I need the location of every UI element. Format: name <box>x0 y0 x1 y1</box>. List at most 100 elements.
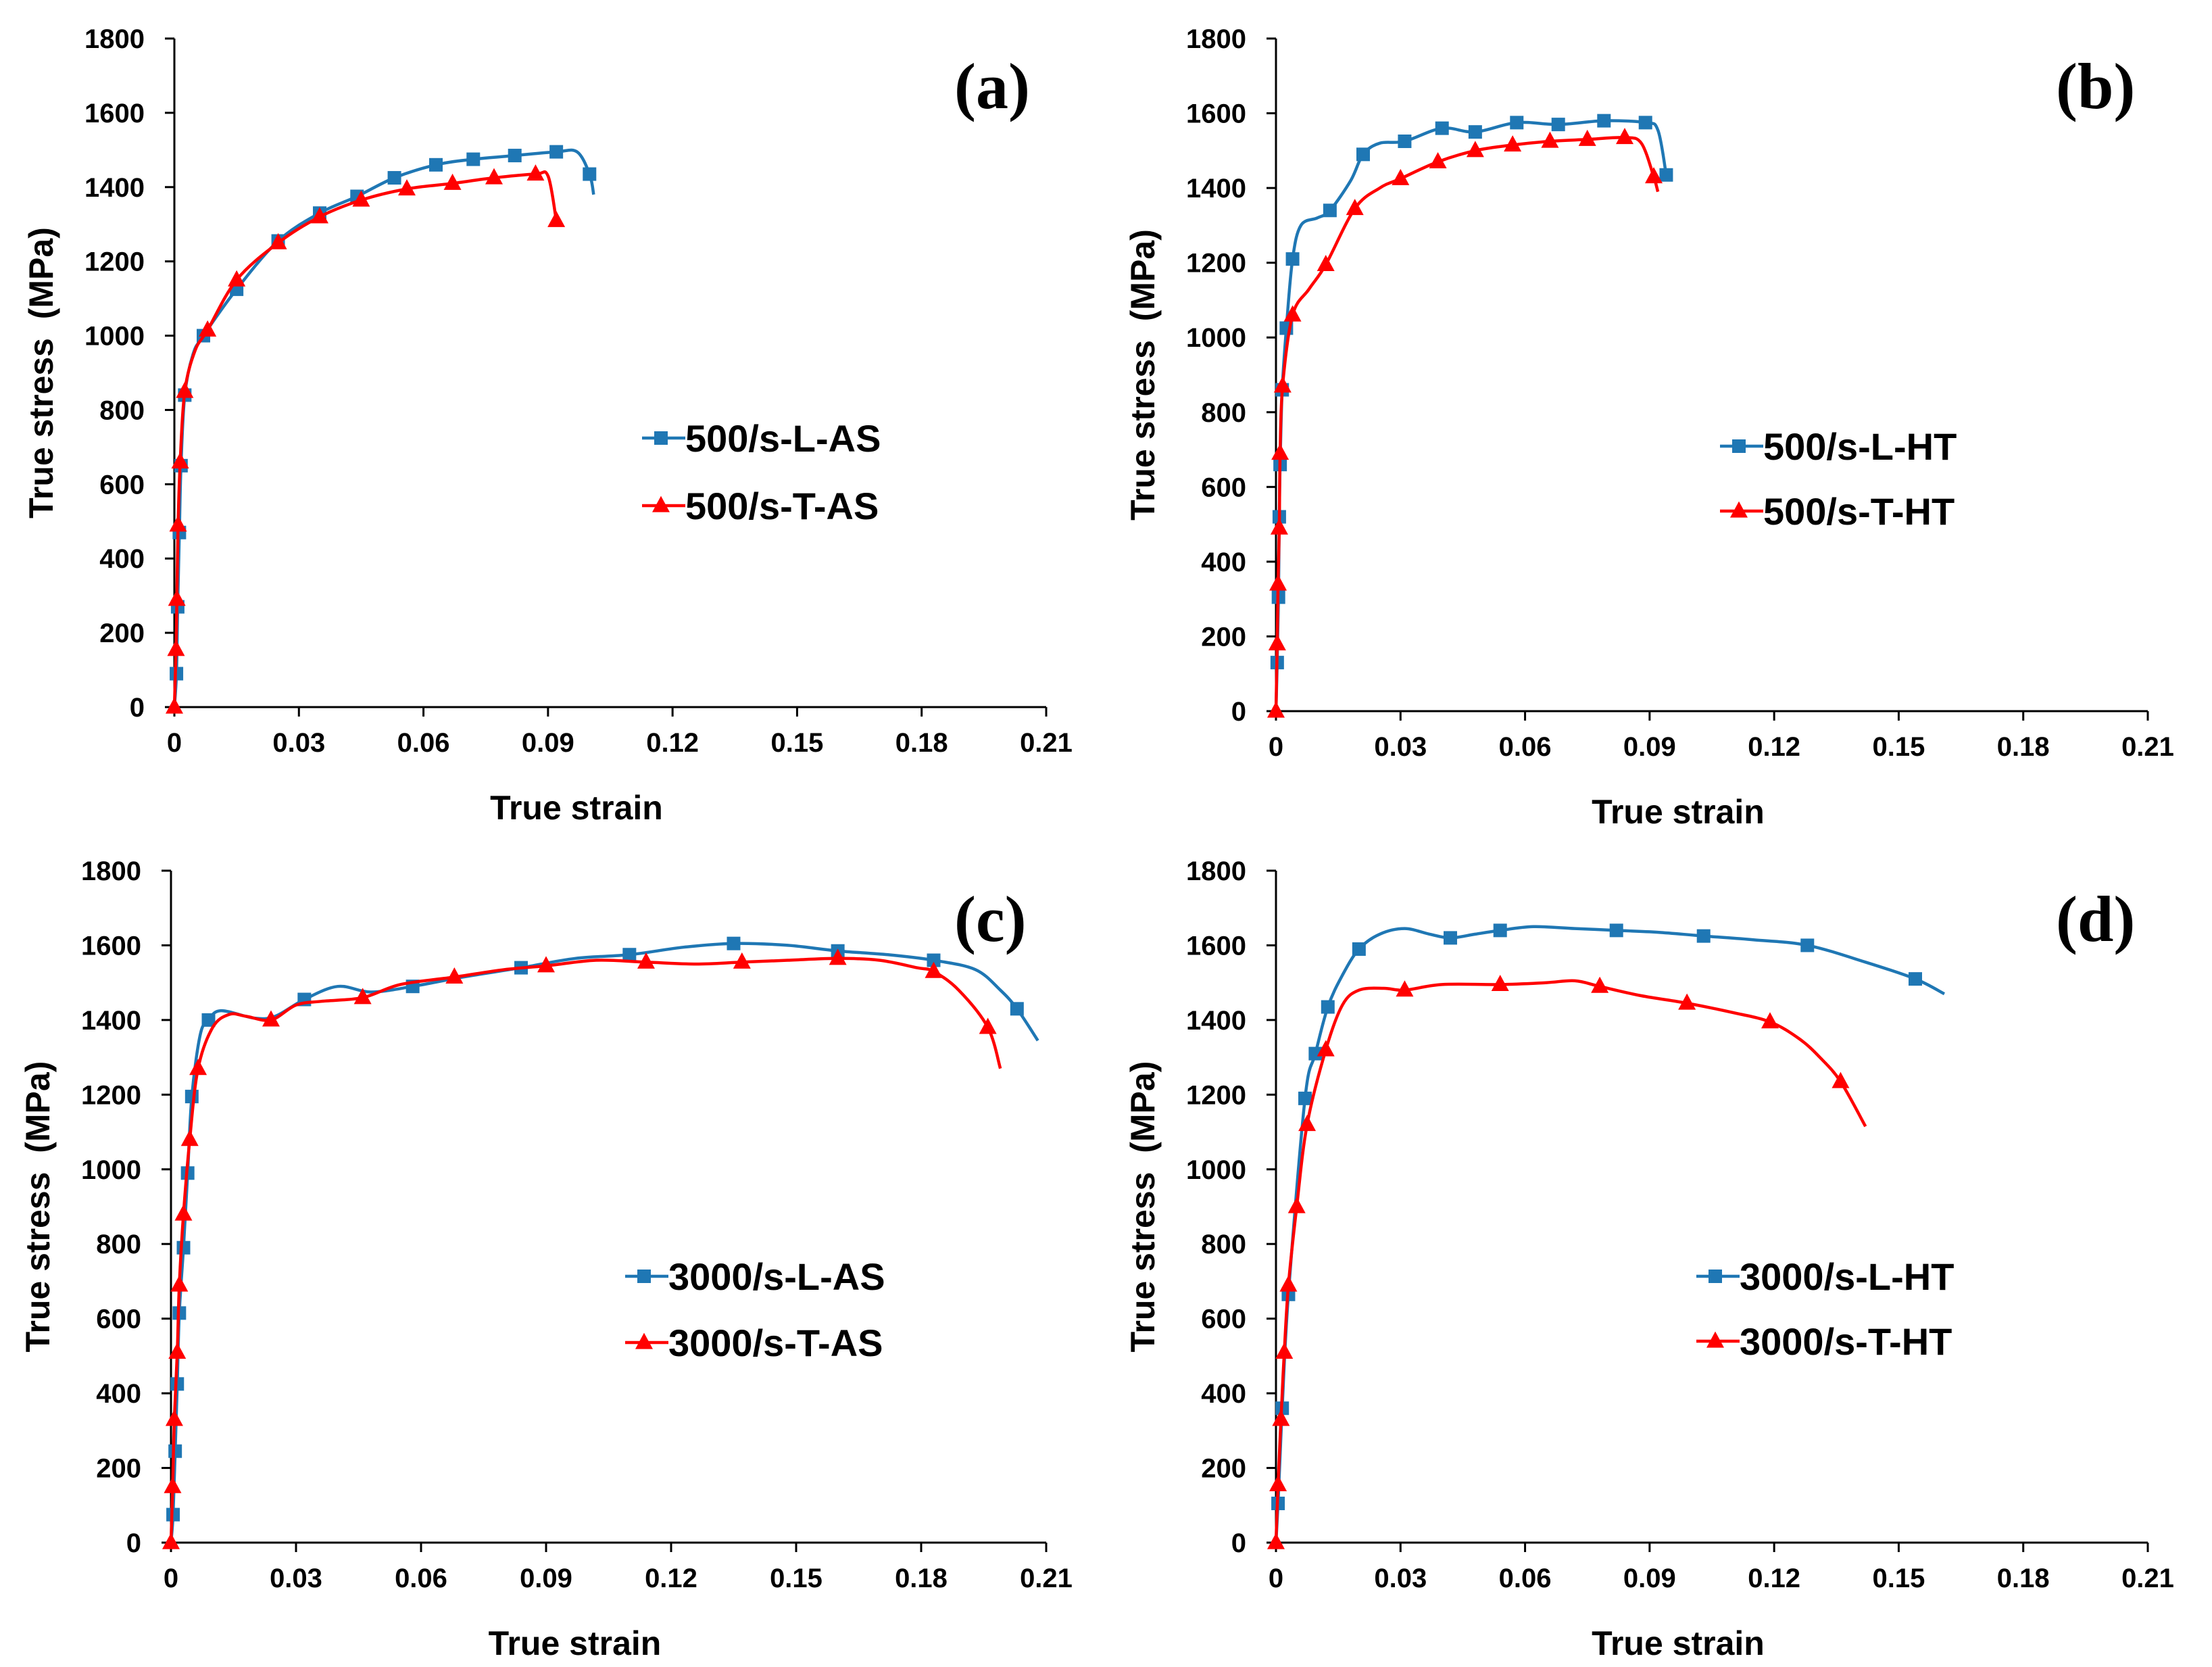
data-point <box>1466 141 1484 158</box>
data-point <box>1317 1040 1335 1057</box>
series-500/s-L-HT <box>1270 114 1673 712</box>
data-point <box>1269 574 1287 591</box>
y-tick-label: 1000 <box>1186 323 1246 353</box>
data-point <box>1551 118 1565 132</box>
y-tick-label: 200 <box>1201 1454 1246 1484</box>
data-point <box>262 1010 280 1027</box>
x-tick-label: 0.09 <box>1623 1564 1676 1593</box>
data-point <box>1268 634 1286 651</box>
series-3000/s-L-HT <box>1271 923 1946 1543</box>
series-500/s-T-HT <box>1267 128 1663 718</box>
y-tick-label: 1800 <box>1186 24 1246 54</box>
y-tick-label: 1200 <box>81 1080 141 1110</box>
legend: 3000/s-L-HT 3000/s-T-HT <box>1696 1255 1954 1363</box>
series-line <box>172 148 595 708</box>
data-point <box>228 270 246 287</box>
y-tick-label: 1400 <box>1186 174 1246 203</box>
y-tick-label: 400 <box>96 1379 141 1409</box>
x-axis-title: True strain <box>1592 793 1765 831</box>
data-point <box>1909 972 1922 986</box>
y-tick-label: 1400 <box>1186 1006 1246 1036</box>
data-point <box>1275 1342 1294 1359</box>
data-point <box>637 952 655 969</box>
y-tick-label: 1400 <box>84 173 145 203</box>
x-tick-label: 0.03 <box>1374 732 1427 762</box>
x-tick-label: 0.06 <box>1499 732 1552 762</box>
data-point <box>174 1204 193 1221</box>
panel-c: 0 200 400 600 800 1000 1200 1400 1600 1800 0 0.03 0.… <box>19 856 1073 1662</box>
data-point <box>583 167 597 181</box>
data-point <box>1597 114 1611 128</box>
y-tick-label: 600 <box>96 1305 141 1334</box>
y-tick-label: 600 <box>1201 1305 1246 1334</box>
y-tick-label: 1200 <box>1186 249 1246 279</box>
x-axis-title: True strain <box>1592 1624 1765 1662</box>
data-point <box>1356 147 1370 162</box>
data-point <box>168 1342 187 1359</box>
data-point <box>311 207 328 224</box>
y-tick-label: 1600 <box>1186 931 1246 961</box>
data-point <box>171 452 189 468</box>
x-tick-label: 0.18 <box>895 1564 948 1593</box>
x-tick-label: 0.06 <box>395 1564 447 1593</box>
y-tick-label: 400 <box>1201 1379 1246 1409</box>
legend-marker <box>1709 1270 1722 1283</box>
data-point <box>1392 168 1410 185</box>
data-point <box>1616 128 1633 145</box>
x-tick-label: 0.21 <box>2121 1564 2174 1593</box>
data-point <box>1761 1012 1779 1029</box>
data-point <box>466 152 481 166</box>
x-tick-label: 0.21 <box>2121 732 2174 762</box>
y-tick-label: 400 <box>1201 548 1246 577</box>
series-3000/s-L-AS <box>166 936 1039 1543</box>
series-3000/s-T-HT <box>1267 975 1867 1549</box>
series-line <box>1274 979 1867 1543</box>
data-point <box>185 1090 199 1104</box>
data-point <box>170 1275 189 1292</box>
panel-letter: (c) <box>954 883 1027 955</box>
series-line <box>169 942 1039 1543</box>
data-point <box>1271 443 1289 460</box>
data-point <box>445 967 464 984</box>
x-tick-label: 0.15 <box>1872 1564 1925 1593</box>
data-point <box>508 149 522 163</box>
legend: 500/s-L-AS 500/s-T-AS <box>642 417 881 527</box>
legend-marker <box>637 1270 651 1283</box>
data-point <box>1285 252 1300 266</box>
y-tick-label: 1600 <box>84 99 145 128</box>
y-tick-label: 200 <box>99 619 145 648</box>
data-point <box>1267 1532 1285 1549</box>
legend-marker <box>1706 1331 1724 1348</box>
data-point <box>1298 1091 1312 1105</box>
x-tick-label: 0.21 <box>1020 1564 1073 1593</box>
data-point <box>1308 1046 1323 1061</box>
legend-label: 500/s-L-HT <box>1763 425 1957 468</box>
y-axis-title: True stress (MPa) <box>19 1061 57 1353</box>
data-point <box>167 639 185 656</box>
data-point <box>168 589 186 606</box>
data-point <box>1832 1071 1850 1088</box>
data-point <box>1346 199 1364 216</box>
data-point <box>1510 116 1524 130</box>
x-tick-label: 0.03 <box>272 728 325 758</box>
y-tick-label: 1800 <box>81 856 141 886</box>
data-point <box>1283 305 1302 322</box>
data-point <box>1267 701 1285 718</box>
legend: 3000/s-L-AS 3000/s-T-AS <box>625 1255 885 1364</box>
x-tick-label: 0 <box>167 728 182 758</box>
data-point <box>1504 135 1522 152</box>
x-tick-label: 0.06 <box>397 728 450 758</box>
data-point <box>1444 931 1457 945</box>
legend-marker <box>1732 439 1746 453</box>
legend-label: 500/s-T-HT <box>1763 490 1955 533</box>
legend-label: 500/s-T-AS <box>685 485 879 527</box>
data-point <box>1659 168 1673 182</box>
x-tick-label: 0.18 <box>1997 1564 2050 1593</box>
data-point <box>979 1017 997 1034</box>
data-point <box>622 948 637 962</box>
data-point <box>1321 1000 1335 1014</box>
data-point <box>925 961 943 978</box>
data-point <box>1609 923 1623 938</box>
data-point <box>547 210 566 227</box>
y-tick-label: 1000 <box>81 1155 141 1185</box>
